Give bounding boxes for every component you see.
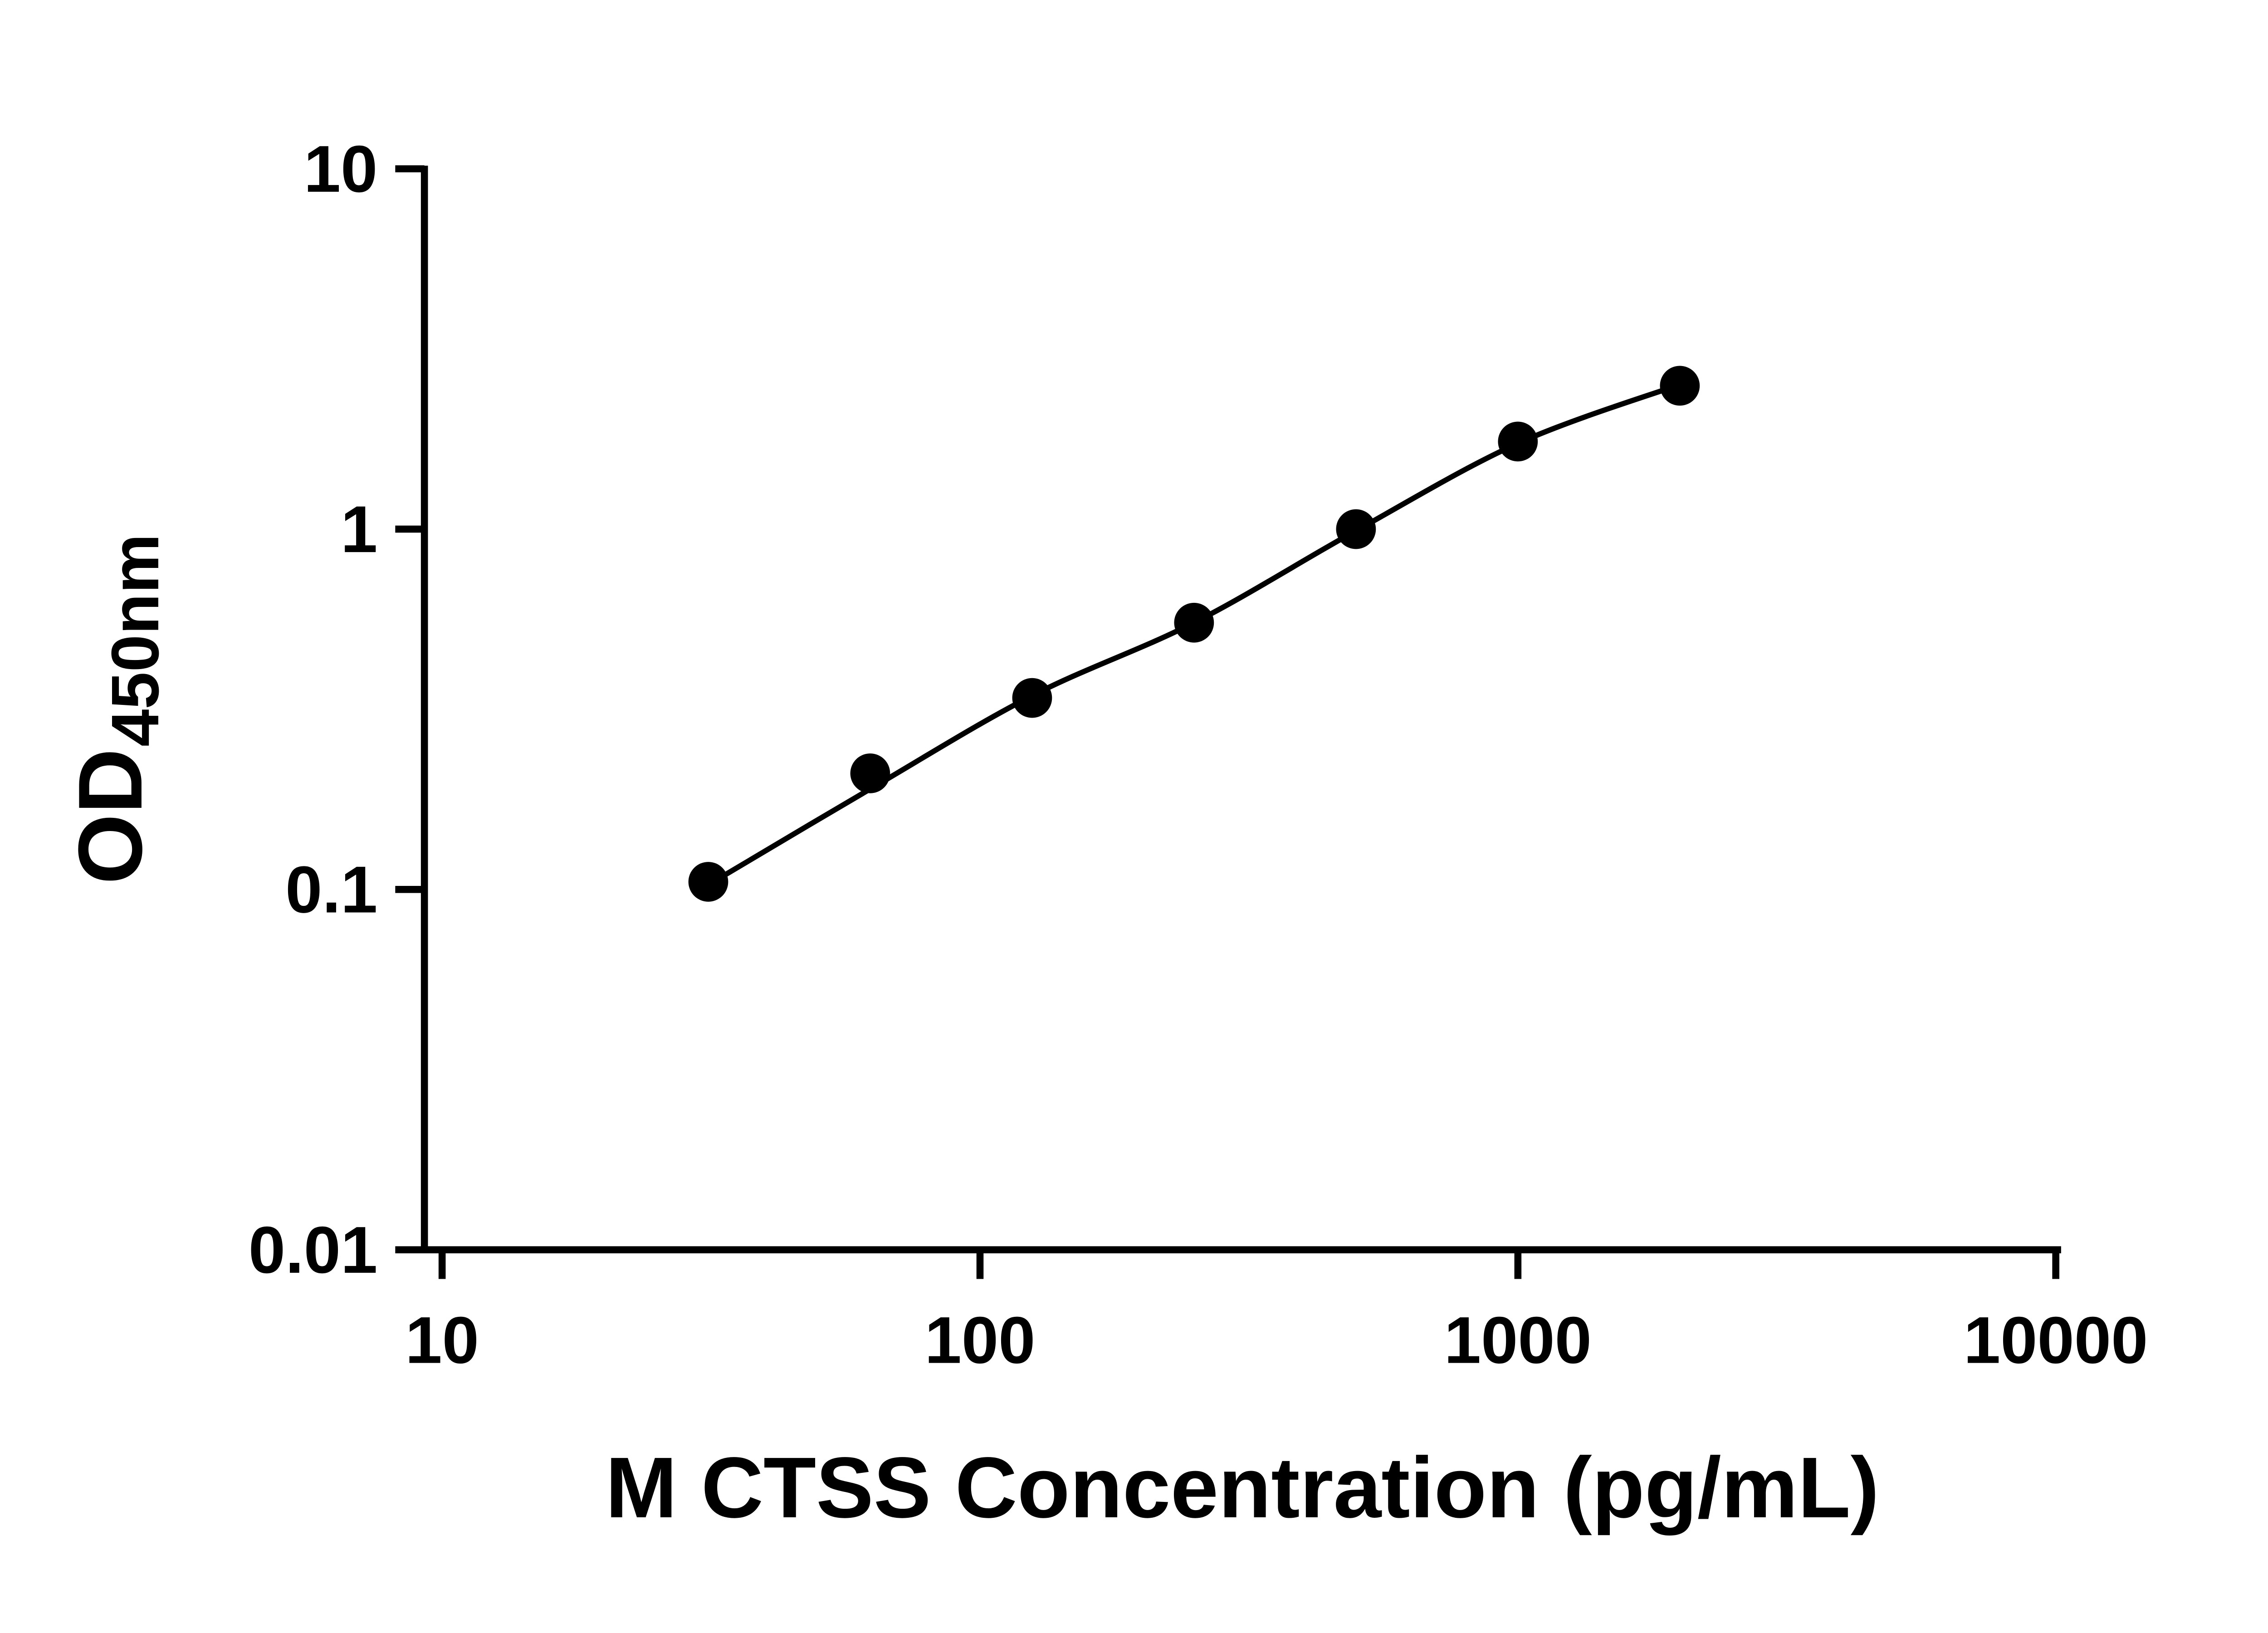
y-axis-title-subscript: 450nm [98,534,173,747]
y-tick-label: 0.01 [249,1213,378,1287]
data-point [1174,602,1214,643]
data-point [850,753,890,793]
plot-area: 10 100 1000 10000 10 1 0.1 0.01 [249,132,2148,1377]
data-point [1660,366,1700,406]
data-point [1012,678,1052,718]
y-tick-label: 10 [304,132,378,206]
data-point [1498,421,1538,462]
svg-text:OD 450nm: OD 450nm [60,534,173,885]
x-tick-label: 100 [925,1303,1036,1377]
x-axis-title: M CTSS Concentration (pg/mL) [606,1440,1879,1536]
data-point [1336,509,1376,549]
x-tick-label: 10000 [1964,1303,2148,1377]
y-tick-label: 0.1 [285,853,377,927]
data-point [688,862,728,902]
x-tick-label: 1000 [1444,1303,1592,1377]
y-axis-title-main: OD [60,748,161,885]
y-tick-label: 1 [341,492,377,566]
y-axis-title: OD 450nm [60,534,173,885]
x-tick-label: 10 [405,1303,479,1377]
